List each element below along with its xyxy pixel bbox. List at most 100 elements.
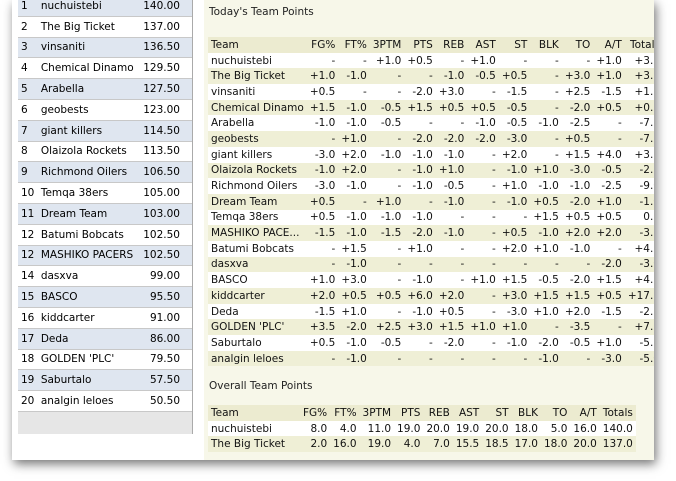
- team-row: The Big Ticket 2.0 16.0 19.0 4.0 7.0 15.5 18.5 1…: [208, 436, 636, 453]
- stat-cell: 18.0: [511, 420, 541, 437]
- column-header: TO: [561, 37, 594, 53]
- stat-cell: -: [467, 209, 499, 226]
- stat-cell: -1.5: [593, 84, 625, 100]
- points: 57.50: [139, 369, 192, 392]
- stat-cell: +1.0: [306, 68, 339, 85]
- stat-cell: -1.0: [404, 178, 436, 194]
- team-name: Richmond Oilers: [37, 161, 139, 184]
- stat-cell: -: [467, 303, 499, 320]
- team-name: Saburtalo: [208, 335, 307, 351]
- standing-row: 20 analgin leloes 50.50: [18, 390, 192, 412]
- stat-cell: -: [467, 146, 499, 163]
- stat-cell: -0.5: [498, 99, 531, 116]
- stat-cell: -: [467, 256, 499, 273]
- team-row: Olaizola Rockets -1.0 +2.0- -1.0 +1.0- -1.0 +1…: [208, 162, 654, 179]
- stat-cell: 16.0: [570, 420, 600, 437]
- stat-cell: +0.5: [593, 99, 625, 116]
- stat-cell: -2.0: [404, 84, 436, 100]
- standings-panel: 1 nuchuistebi 140.00 2 The Big Ticket 137.00 3…: [18, 0, 193, 434]
- stat-cell: +0.5: [624, 99, 654, 116]
- stat-cell: +0.5: [338, 288, 370, 304]
- column-header: FT%: [330, 405, 360, 421]
- stat-cell: +3.0: [338, 272, 370, 288]
- team-name: Arabella: [208, 115, 307, 132]
- column-header: AST: [452, 405, 483, 421]
- stat-cell: +3.0: [561, 68, 594, 85]
- stat-cell: -0.5: [369, 99, 405, 116]
- stat-cell: -1.0: [435, 146, 468, 163]
- column-header: Totals: [599, 405, 636, 421]
- team-name: Arabella: [37, 78, 139, 100]
- stat-cell: -2.0: [435, 335, 468, 351]
- column-header: A/T: [570, 405, 600, 421]
- stat-cell: -1.0: [498, 193, 531, 210]
- points: 129.50: [139, 57, 192, 80]
- points: 123.00: [139, 99, 192, 121]
- stat-cell: +0.5: [467, 99, 499, 116]
- stat-cell: 16.0: [330, 436, 360, 453]
- stat-cell: -3.5: [561, 319, 594, 336]
- today-table: TeamFG%FT%3PTMPTSREBASTSTBLKTOA/TTotalsn…: [208, 37, 654, 367]
- stat-cell: -: [530, 146, 562, 163]
- stat-cell: +3.0: [624, 68, 654, 85]
- team-name: Batumi Bobcats: [208, 240, 307, 257]
- stat-cell: -: [435, 240, 468, 257]
- points: 91.00: [139, 307, 192, 329]
- stat-cell: +0.5: [306, 335, 339, 351]
- stat-cell: +1.0: [369, 52, 405, 69]
- points: 79.50: [139, 349, 192, 371]
- team-row: geobests-+1.0--2.0-2.0-2.0-3.0-+0.5--7.5: [208, 131, 654, 147]
- stat-cell: -1.0: [404, 272, 436, 288]
- stat-cell: -0.5: [435, 178, 468, 194]
- team-name: The Big Ticket: [37, 16, 139, 38]
- stat-cell: 7.0: [423, 436, 453, 453]
- standing-row: 16 kiddcarter 91.00: [18, 307, 192, 329]
- team-name: Batumi Bobcats: [37, 224, 139, 246]
- stat-cell: 140.0: [599, 420, 636, 437]
- column-header: FG%: [300, 405, 331, 421]
- stat-cell: +1.0: [435, 162, 468, 179]
- points: 103.00: [139, 203, 192, 225]
- stat-cell: -: [593, 319, 625, 336]
- team-row: Deda -1.5 +1.0- -1.0 +0.5- -3.0 +1.0 +2.0 -1.5 -2…: [208, 303, 654, 320]
- stat-cell: -: [467, 350, 499, 367]
- column-header: Team: [208, 37, 307, 53]
- team-name: nuchuistebi: [37, 0, 139, 17]
- stat-cell: +1.0: [530, 240, 562, 257]
- team-row: analgin leloes--1.0------1.0--3.0-5.0: [208, 350, 654, 367]
- stat-cell: -: [404, 115, 436, 132]
- stat-cell: -: [369, 131, 405, 147]
- stat-cell: -2.0: [593, 256, 625, 273]
- stat-cell: +2.0: [561, 303, 594, 320]
- stat-cell: +2.0: [593, 225, 625, 241]
- stat-cell: -: [306, 131, 339, 147]
- standing-row: 18 GOLDEN 'PLC' 79.50: [18, 349, 192, 371]
- stat-cell: +1.0: [593, 52, 625, 69]
- column-header: TO: [541, 405, 571, 421]
- points: 140.00: [139, 0, 192, 17]
- stat-cell: -: [369, 272, 405, 288]
- stat-cell: +1.0: [593, 68, 625, 85]
- stat-cell: -: [530, 52, 562, 69]
- stat-cell: 137.0: [599, 436, 636, 453]
- stat-cell: -: [530, 256, 562, 273]
- stat-cell: -1.5: [306, 303, 339, 320]
- standing-row: 19 Saburtalo 57.50: [18, 369, 192, 392]
- rank: 15: [18, 286, 38, 308]
- standing-row: 15 BASCO 95.50: [18, 286, 192, 308]
- stat-cell: +3.5: [306, 319, 339, 336]
- stat-cell: -: [369, 240, 405, 257]
- column-header: AST: [467, 37, 499, 53]
- standing-row: 5 Arabella 127.50: [18, 78, 192, 100]
- stat-cell: -3.5: [624, 225, 654, 241]
- stat-cell: +0.5: [306, 193, 339, 210]
- stat-cell: -: [435, 272, 468, 288]
- team-name: analgin leloes: [208, 350, 307, 367]
- standings-list: 1 nuchuistebi 140.00 2 The Big Ticket 137.00 3…: [18, 0, 192, 412]
- rank: 6: [18, 99, 38, 121]
- stat-cell: -3.0: [498, 131, 531, 147]
- stat-cell: +0.5: [498, 225, 531, 241]
- stat-cell: -0.5: [498, 115, 531, 132]
- rank: 8: [18, 141, 38, 163]
- stat-cell: -3.0: [593, 350, 625, 367]
